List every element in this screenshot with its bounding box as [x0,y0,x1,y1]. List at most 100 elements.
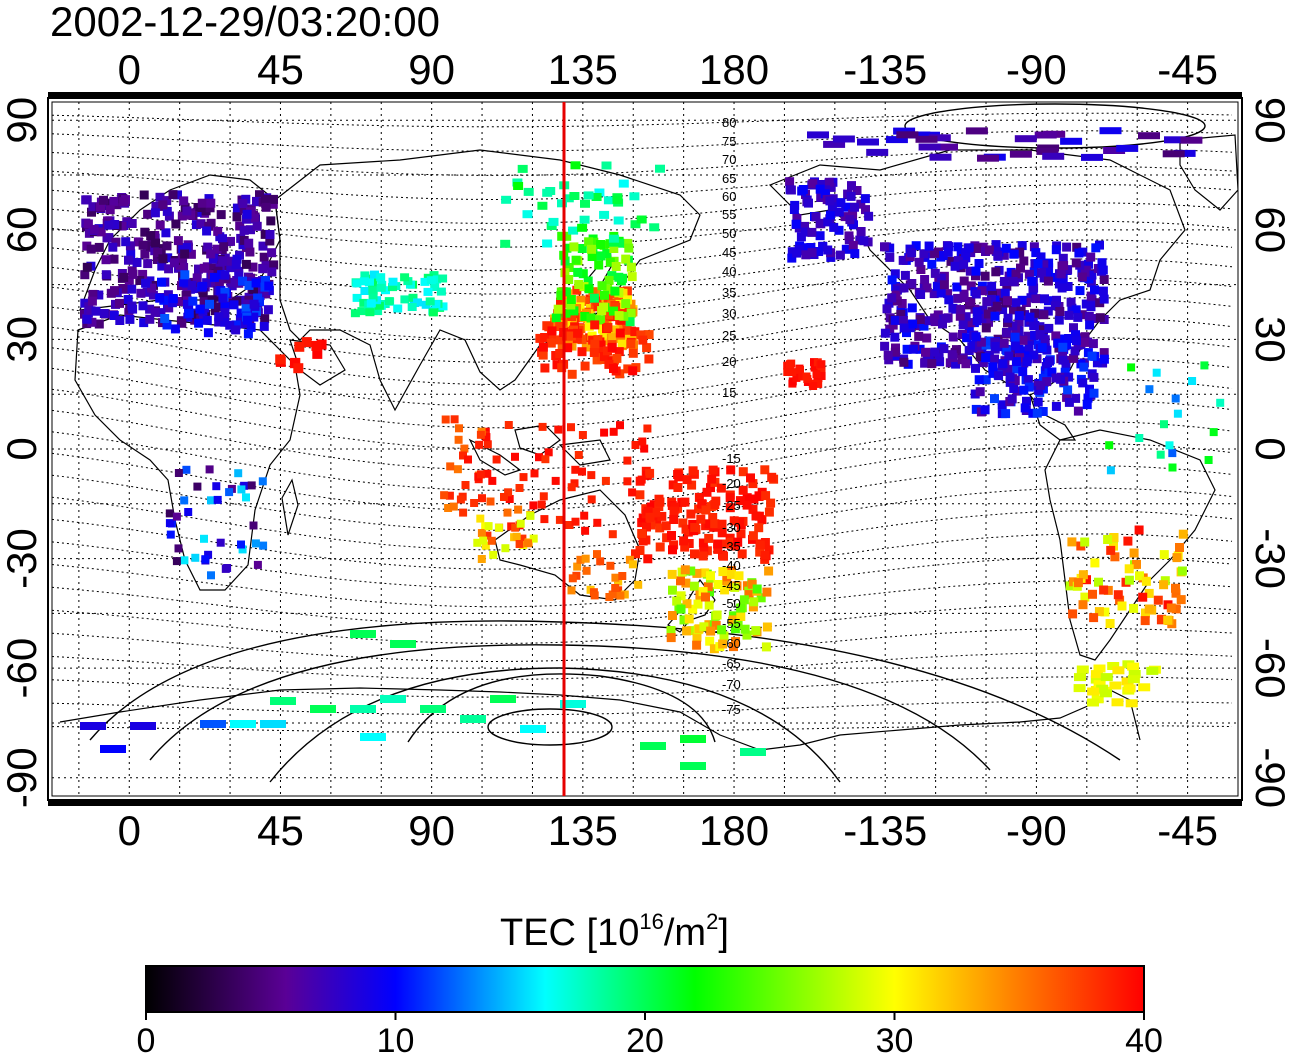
tec-block [621,299,631,309]
tec-block [908,131,931,139]
tec-block [798,185,808,194]
tec-block [492,455,501,464]
tec-block [627,272,637,282]
tec-block [609,364,618,373]
tec-block [360,733,386,741]
tec-block [626,262,636,272]
tec-block [890,347,900,357]
tec-block [655,523,665,533]
tec-block [1088,314,1098,323]
tec-block [1014,317,1024,327]
tec-block [571,517,580,526]
tec-block [713,539,723,549]
tec-block [483,531,492,540]
tec-block [1062,392,1072,402]
tec-block [574,280,584,289]
tec-block [236,308,246,318]
tec-block [804,198,813,208]
tec-block [568,226,579,235]
tec-block [82,262,92,272]
tec-block [708,513,718,522]
tec-block [569,242,579,252]
tec-block [943,247,953,257]
tec-block [626,308,636,318]
tec-block [479,536,488,545]
tec-block [1093,664,1106,673]
tec-block [143,259,153,269]
tec-block [246,322,256,332]
tec-block [707,474,717,484]
tec-block [644,330,654,340]
tec-block [787,253,797,263]
tec-block [711,620,721,630]
tec-block [96,202,105,212]
tec-block [817,360,826,369]
tec-block [186,249,196,259]
left-lat-tick-label: -30 [0,528,45,589]
tec-block [109,311,119,320]
tec-block [1080,592,1090,602]
tec-block [587,495,596,504]
tec-block [267,248,277,258]
tec-block [593,550,601,559]
tec-block [219,242,229,252]
tec-block [812,370,821,379]
tec-block [930,347,940,357]
contour-label: -40 [722,558,741,573]
tec-block [687,480,697,490]
tec-block [82,314,92,324]
tec-block [705,587,714,597]
tec-block [623,364,633,374]
tec-block [701,505,711,515]
tec-block [642,343,652,353]
tec-block [1019,385,1029,395]
tec-block [232,212,242,222]
contour-label: -70 [722,677,741,692]
tec-block [226,256,236,266]
tec-block [1110,552,1120,562]
tec-block [1099,354,1109,364]
tec-block [1157,614,1167,624]
tec-block [260,314,270,324]
tec-block [690,523,700,532]
tec-block [1067,537,1077,547]
tec-block [139,190,149,200]
tec-block [268,199,278,209]
tec-block [1163,615,1173,625]
tec-block [135,276,145,285]
tec-block [226,263,236,273]
tec-block [888,320,898,330]
tec-block [959,276,969,286]
tec-block [1127,675,1140,684]
tec-block [94,290,104,300]
tec-data-blocks [80,127,1225,770]
tec-block [301,337,312,348]
tec-block [255,190,264,200]
tec-block [148,290,158,300]
tec-block [966,297,976,306]
tec-block [897,299,907,308]
tec-block [1004,351,1014,361]
tec-block [504,421,513,429]
tec-block [815,218,825,228]
tec-block [554,425,563,434]
tec-block [708,465,718,475]
tec-block [1058,342,1068,352]
tec-block [473,538,482,547]
tec-block [213,226,223,236]
tec-block [500,493,508,501]
bottom-lon-tick-label: -90 [1006,807,1067,854]
tec-block [109,254,119,264]
tec-block [260,720,286,728]
tec-block [680,762,706,770]
tec-block [993,251,1003,261]
tec-block [587,244,596,254]
tec-block [580,312,590,321]
tec-block [365,308,375,317]
tec-block [603,346,612,356]
tec-block [972,244,982,253]
colorbar-tick-label: 30 [876,1022,914,1057]
tec-block [748,531,758,541]
tec-block [168,294,178,303]
tec-block [880,242,889,252]
